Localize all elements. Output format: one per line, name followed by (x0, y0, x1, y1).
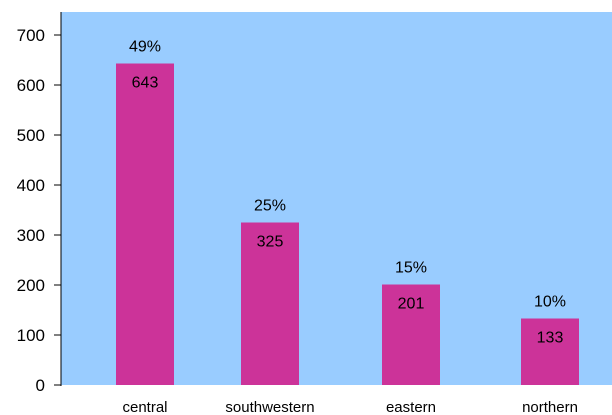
category-labels: central southwestern eastern northern (122, 399, 577, 415)
percent-label: 25% (254, 198, 286, 215)
y-axis-ticks: 0 100 200 300 400 500 600 700 (17, 26, 61, 395)
y-tick-label: 0 (36, 376, 45, 395)
category-label: central (122, 399, 167, 415)
value-label: 643 (132, 75, 159, 92)
category-label: southwestern (225, 399, 314, 415)
y-tick-label: 100 (17, 326, 45, 345)
bar-central (116, 63, 174, 385)
percent-label: 10% (534, 294, 566, 311)
data-labels: 49% 643 25% 325 15% 201 10% 133 (129, 39, 566, 347)
y-tick-label: 200 (17, 276, 45, 295)
y-tick-label: 300 (17, 226, 45, 245)
bar-northern (521, 318, 579, 385)
y-tick-label: 600 (17, 76, 45, 95)
y-tick-label: 700 (17, 26, 45, 45)
percent-label: 15% (395, 260, 427, 277)
bar-eastern (382, 284, 440, 385)
value-label: 133 (537, 330, 564, 347)
bars (116, 63, 579, 385)
category-label: northern (522, 399, 578, 415)
y-tick-label: 400 (17, 176, 45, 195)
category-label: eastern (386, 399, 436, 415)
percent-label: 49% (129, 39, 161, 56)
y-tick-label: 500 (17, 126, 45, 145)
bar-southwestern (241, 222, 299, 385)
value-label: 201 (398, 296, 425, 313)
value-label: 325 (257, 234, 284, 251)
